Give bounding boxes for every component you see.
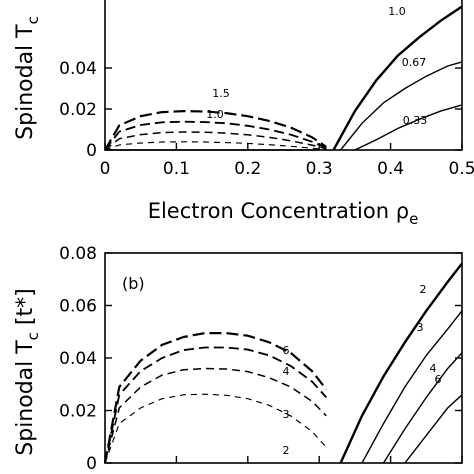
panel-b-ticks: 0 0.02 0.04 0.06 0.08: [59, 244, 463, 474]
curve-label: 0.33: [403, 114, 428, 127]
series-line-1.5-dashed: [104, 109, 327, 151]
curve-label: 3: [283, 408, 290, 421]
curve-label: 4: [430, 362, 437, 375]
x-tick-label: 0.2: [234, 159, 261, 179]
curve-label: 1.0: [388, 5, 406, 18]
curve-label: 4: [283, 365, 290, 378]
y-tick-label: 0: [86, 454, 97, 474]
y-tick-label: 0.04: [59, 59, 97, 79]
y-tick-label: 0.04: [59, 349, 97, 369]
panel-a-frame: [104, 0, 463, 151]
panel-b-y-axis-label: Spinodal Tc [t*]: [13, 288, 42, 455]
series-line-6-dashed: [103, 332, 328, 464]
series-line-unlabeled-dashed: [104, 141, 327, 151]
curve-label: 2: [420, 283, 427, 296]
series-line-2-solid: [339, 262, 463, 464]
y-tick-label: 0.02: [59, 100, 97, 120]
panel-b-frame: [104, 252, 463, 464]
panel-a-curve-labels: 1.5 1.0 1.0 0.67 0.33: [206, 5, 427, 127]
panel-a-x-axis-label: Electron Concentration ρe: [148, 199, 419, 228]
curve-label: 3: [417, 321, 424, 334]
series-line-6-solid: [404, 394, 463, 464]
curve-label: 0.67: [402, 56, 427, 69]
series-line-1.0-dashed: [104, 120, 327, 151]
panel-a-y-axis-label: Spinodal Tc: [13, 16, 42, 140]
series-line-3-dashed: [104, 367, 327, 464]
y-tick-label: 0.06: [59, 297, 97, 317]
panel-a-ticks: 0 0.02 0.04 0 0.1 0.2 0.3 0.4 0.5: [59, 59, 474, 179]
curve-label: 1.0: [206, 108, 224, 121]
x-tick-label: 0: [100, 159, 111, 179]
panel-b-label: (b): [122, 274, 145, 293]
series-line-4-dashed: [104, 346, 327, 464]
series-line-3-solid: [361, 310, 463, 464]
panel-a-series: [104, 5, 463, 151]
x-tick-label: 0.1: [163, 159, 190, 179]
series-line-0.67-solid: [340, 61, 463, 151]
series-line-4-solid: [382, 352, 463, 464]
x-tick-label: 0.4: [377, 159, 404, 179]
x-tick-label: 0.3: [306, 159, 333, 179]
curve-label: 6: [283, 344, 290, 357]
curve-label: 1.5: [212, 87, 230, 100]
series-line-0.33-solid: [354, 104, 463, 151]
y-tick-label: 0.02: [59, 402, 97, 422]
y-tick-label: 0: [86, 141, 97, 161]
curve-label: 2: [283, 444, 290, 457]
x-tick-label: 0.5: [448, 159, 474, 179]
curve-label: 6: [435, 373, 442, 386]
series-line-2-dashed: [104, 393, 327, 464]
panel-a: 00.020.040 0.1 0.2 0.3 0.4 0.5 1.51.01.00.670…: [13, 0, 474, 228]
series-line-1.0-solid: [332, 5, 463, 151]
y-tick-label: 0.08: [59, 244, 97, 264]
panel-b-series: [103, 262, 463, 464]
